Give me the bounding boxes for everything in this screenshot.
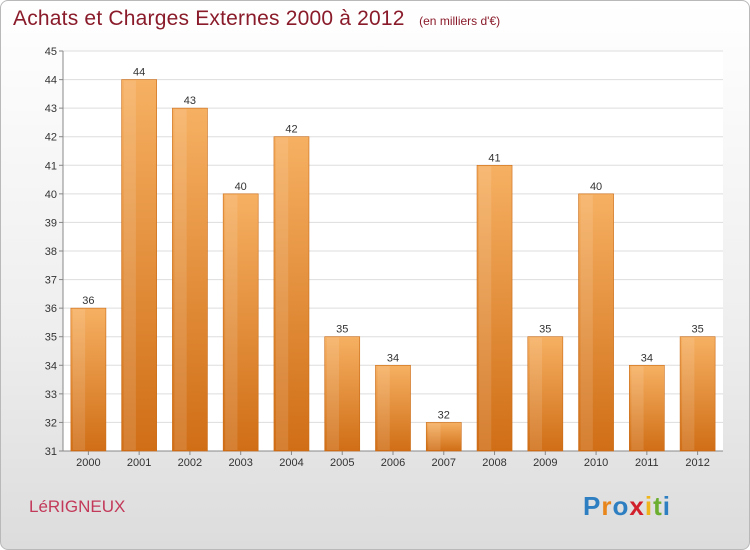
logo-letter: t xyxy=(653,491,663,521)
bar-highlight xyxy=(123,80,136,451)
y-tick-label: 45 xyxy=(45,46,57,58)
y-tick-label: 41 xyxy=(45,160,57,172)
data-label: 35 xyxy=(336,324,348,336)
bar xyxy=(273,136,310,452)
data-label: 44 xyxy=(133,67,145,79)
x-tick-label: 2001 xyxy=(127,457,151,469)
commune-name: LéRIGNEUX xyxy=(29,497,126,516)
bar xyxy=(375,364,411,452)
bar-highlight xyxy=(326,337,339,450)
data-label: 34 xyxy=(387,352,399,364)
bar-highlight xyxy=(428,423,441,450)
logo-letter: i xyxy=(644,491,654,521)
x-tick-label: 2010 xyxy=(584,457,608,469)
bar xyxy=(629,364,665,452)
bar xyxy=(679,336,716,452)
bar xyxy=(324,336,361,452)
bars xyxy=(70,79,716,452)
x-tick-label: 2002 xyxy=(178,457,202,469)
logo-letter: r xyxy=(601,491,613,521)
x-tick-label: 2009 xyxy=(533,457,557,469)
labels: 31 32 33 34 35 36 37 38 39 40 41 42 43 44 45 36 2000 44 20… xyxy=(45,46,710,469)
logo-letter: i xyxy=(662,491,671,521)
x-tick-label: 2011 xyxy=(635,457,659,469)
y-tick-label: 31 xyxy=(45,446,57,458)
data-label: 35 xyxy=(691,324,703,336)
data-label: 34 xyxy=(641,352,653,364)
bar-highlight xyxy=(377,366,390,450)
bar-highlight xyxy=(682,337,695,450)
data-label: 32 xyxy=(438,409,450,421)
data-label: 42 xyxy=(285,124,297,136)
data-label: 35 xyxy=(539,324,551,336)
bar-highlight xyxy=(479,166,492,451)
x-tick-label: 2000 xyxy=(76,457,100,469)
data-label: 40 xyxy=(235,181,247,193)
bar xyxy=(578,193,614,452)
bar xyxy=(121,79,157,452)
y-tick-label: 38 xyxy=(45,246,57,258)
x-tick-label: 2003 xyxy=(228,457,252,469)
data-label: 41 xyxy=(488,152,500,164)
data-label: 43 xyxy=(184,95,196,107)
y-tick-label: 42 xyxy=(45,132,57,144)
proxiti-logo[interactable]: Proxiti xyxy=(583,491,671,522)
chart-title: Achats et Charges Externes 2000 à 2012 xyxy=(13,7,405,30)
bar xyxy=(527,336,564,452)
y-tick-label: 37 xyxy=(45,275,57,287)
y-tick-label: 33 xyxy=(45,389,57,401)
x-tick-label: 2004 xyxy=(279,457,303,469)
y-tick-label: 32 xyxy=(45,417,57,429)
y-tick-label: 35 xyxy=(45,332,57,344)
y-tick-label: 43 xyxy=(45,103,57,115)
bar xyxy=(222,193,259,452)
bar-highlight xyxy=(631,366,644,450)
bar xyxy=(70,307,107,452)
x-tick-label: 2012 xyxy=(685,457,709,469)
y-tick-label: 40 xyxy=(45,189,57,201)
chart-unit: (en milliers d'€) xyxy=(419,14,501,28)
logo-letter: P xyxy=(583,491,602,521)
logo-letter: o xyxy=(612,491,630,521)
bar xyxy=(425,422,462,452)
x-tick-label: 2005 xyxy=(330,457,354,469)
bar xyxy=(172,107,208,452)
y-tick-label: 36 xyxy=(45,303,57,315)
data-label: 40 xyxy=(590,181,602,193)
data-label: 36 xyxy=(82,295,94,307)
y-tick-label: 44 xyxy=(45,75,57,87)
x-tick-label: 2006 xyxy=(381,457,405,469)
x-tick-label: 2008 xyxy=(482,457,506,469)
bar-highlight xyxy=(174,109,187,451)
x-tick-label: 2007 xyxy=(432,457,456,469)
bar-highlight xyxy=(275,137,289,450)
bar-highlight xyxy=(580,194,593,450)
bar-highlight xyxy=(225,194,238,450)
bar-highlight xyxy=(529,337,543,450)
title-line: Achats et Charges Externes 2000 à 2012 (… xyxy=(13,7,500,31)
bar xyxy=(476,164,513,452)
y-tick-label: 34 xyxy=(45,360,57,372)
bar-highlight xyxy=(72,309,86,450)
logo-letter: x xyxy=(629,491,645,521)
y-tick-label: 39 xyxy=(45,217,57,229)
